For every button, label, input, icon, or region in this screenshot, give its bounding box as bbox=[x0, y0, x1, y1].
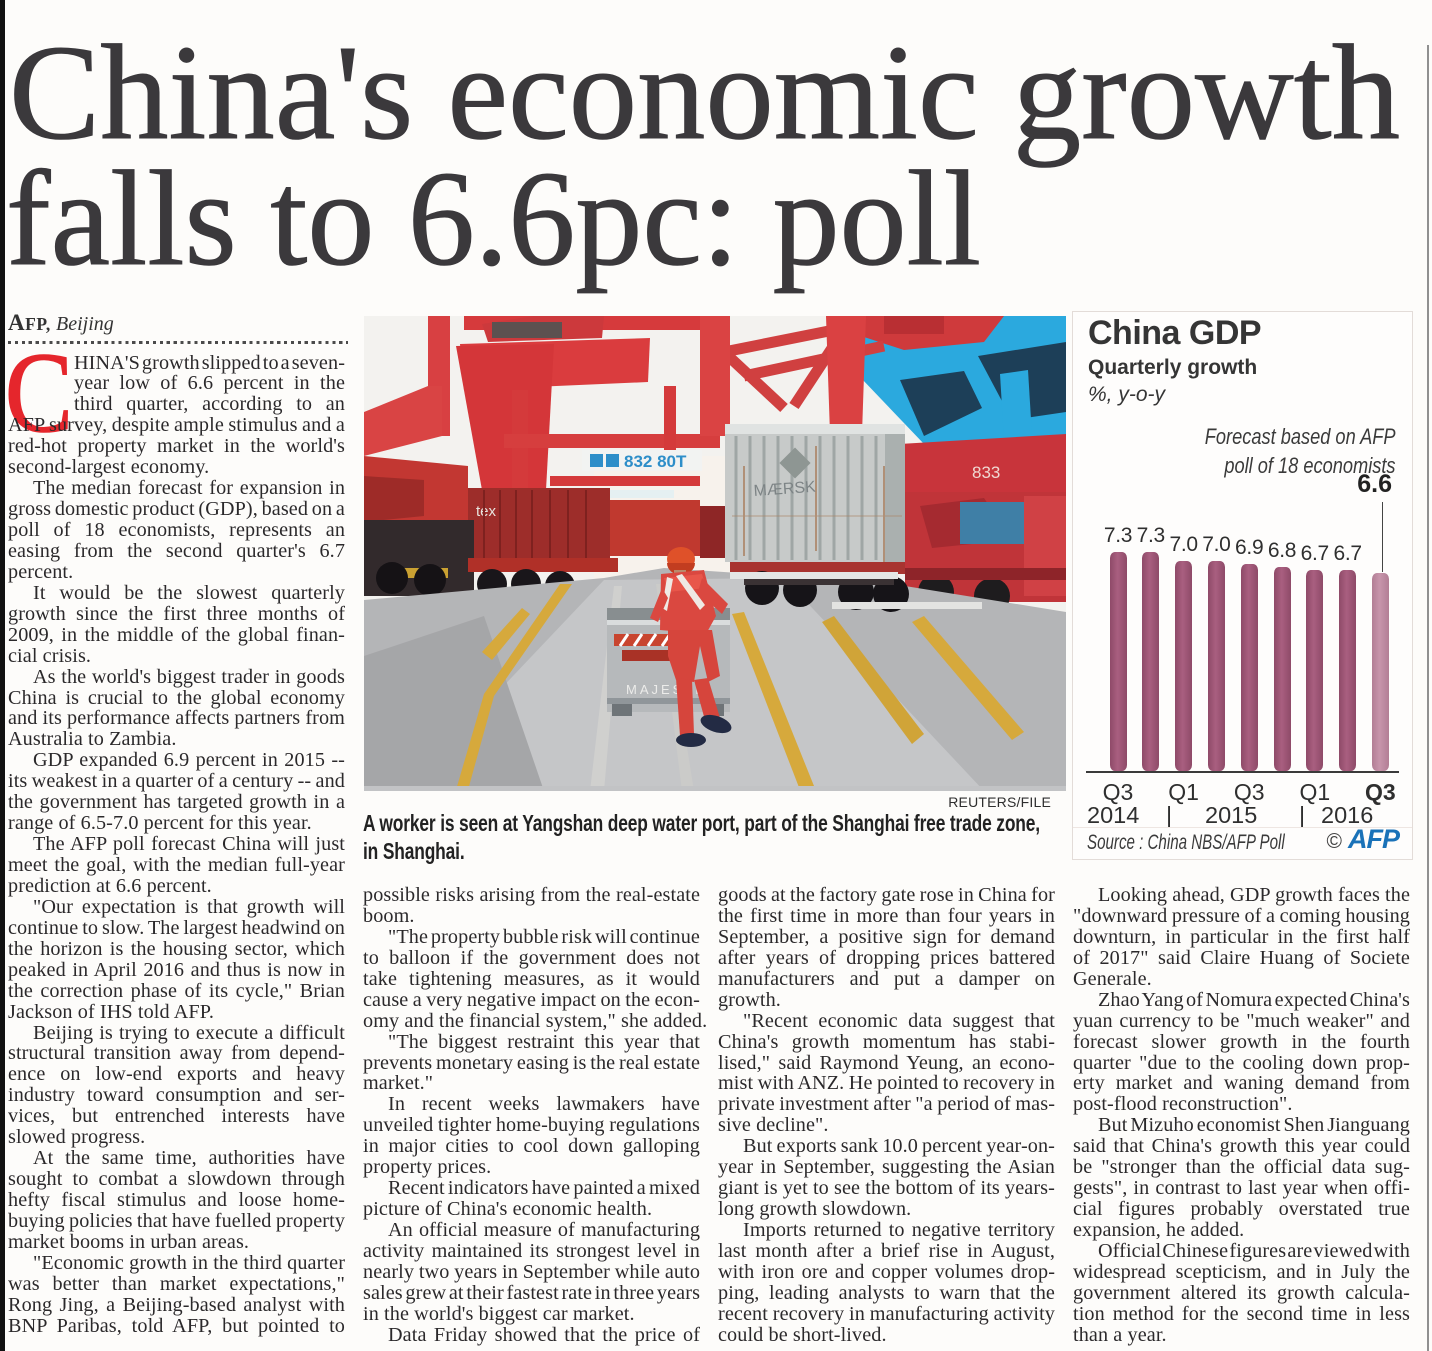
svg-text:tex: tex bbox=[476, 503, 497, 520]
svg-text:832 80T: 832 80T bbox=[624, 452, 687, 471]
svg-text:833: 833 bbox=[972, 463, 1000, 482]
svg-text:MÆRSK: MÆRSK bbox=[753, 479, 817, 500]
